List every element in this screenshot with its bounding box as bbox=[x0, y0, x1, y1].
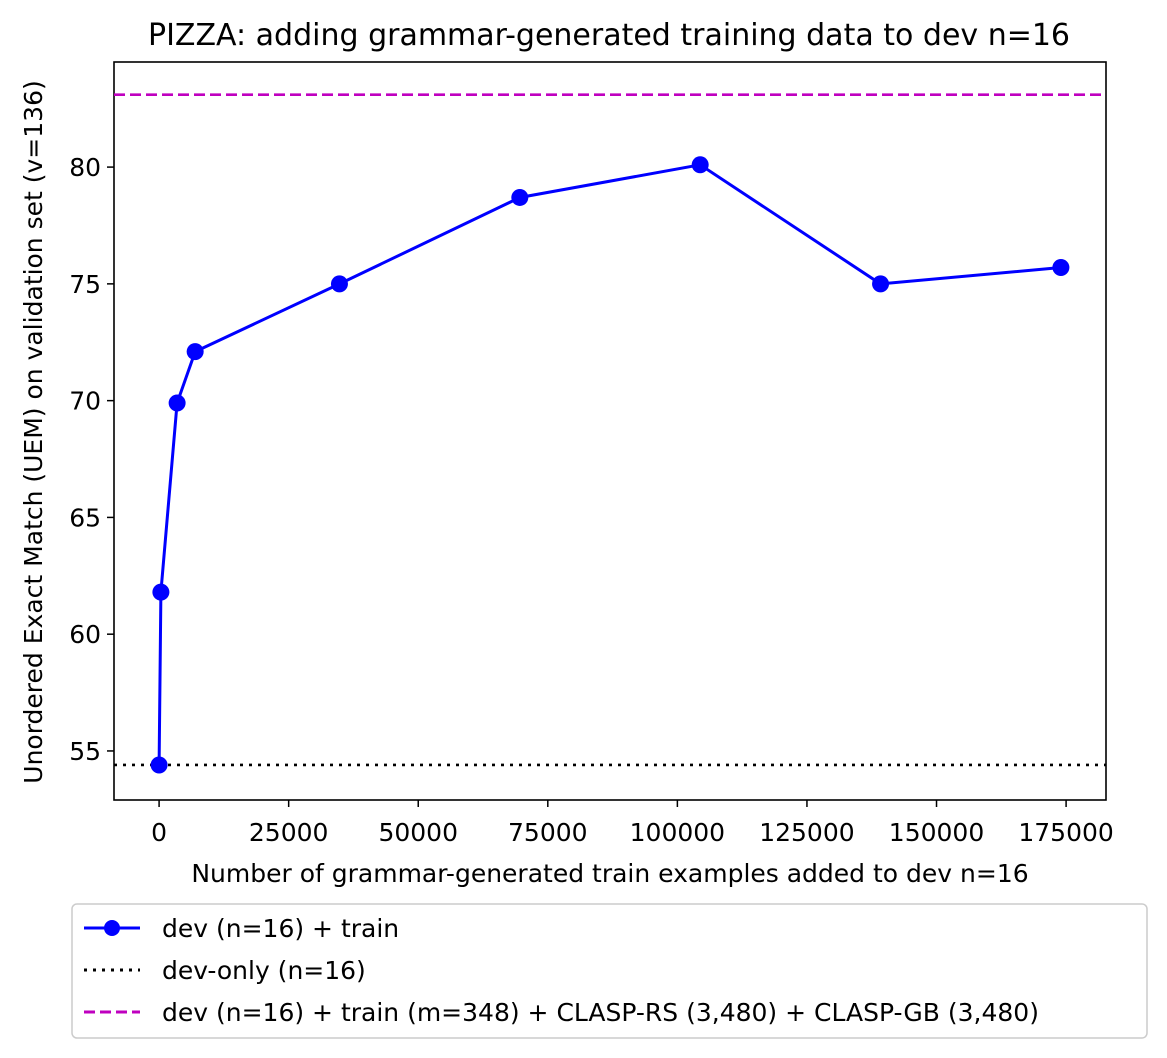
y-tick-label: 65 bbox=[69, 503, 101, 532]
x-axis-label: Number of grammar-generated train exampl… bbox=[191, 859, 1028, 888]
plot-frame bbox=[113, 61, 1107, 801]
data-point bbox=[872, 275, 890, 293]
legend: dev (n=16) + train dev-only (n=16) dev (… bbox=[71, 903, 1148, 1039]
y-tick-label: 75 bbox=[69, 270, 101, 299]
reference-lines bbox=[114, 93, 1106, 767]
y-axis-label: Unordered Exact Match (UEM) on validatio… bbox=[19, 80, 48, 783]
legend-swatch-main-marker bbox=[104, 920, 120, 936]
data-point bbox=[150, 756, 168, 774]
x-tick-label: 125000 bbox=[759, 818, 854, 847]
series-points-group bbox=[150, 156, 1070, 774]
x-tick-label: 150000 bbox=[889, 818, 984, 847]
y-tick-label: 80 bbox=[69, 153, 101, 182]
y-tick-label: 70 bbox=[69, 387, 101, 416]
x-tick-label: 100000 bbox=[630, 818, 725, 847]
data-point bbox=[186, 343, 204, 361]
y-tick-label: 60 bbox=[69, 620, 101, 649]
data-point bbox=[1052, 259, 1070, 277]
data-point bbox=[168, 394, 186, 412]
x-tick-label: 175000 bbox=[1018, 818, 1113, 847]
x-tick-label: 0 bbox=[151, 818, 167, 847]
legend-frame bbox=[71, 903, 1148, 1039]
y-tick-label: 55 bbox=[69, 737, 101, 766]
x-tick-label: 75000 bbox=[508, 818, 588, 847]
data-point bbox=[152, 583, 170, 601]
x-axis: 0 25000 50000 75000 100000 125000 150000 175000 bbox=[151, 800, 1114, 847]
data-point bbox=[511, 188, 529, 206]
data-point bbox=[330, 275, 348, 293]
y-axis: 55 60 65 70 75 80 bbox=[69, 153, 114, 766]
chart-title: PIZZA: adding grammar-generated training… bbox=[148, 18, 1070, 53]
x-tick-label: 25000 bbox=[249, 818, 329, 847]
legend-label-dev-only: dev-only (n=16) bbox=[162, 956, 366, 985]
legend-label-dev-train: dev (n=16) + train bbox=[162, 914, 399, 943]
x-tick-label: 50000 bbox=[378, 818, 458, 847]
plot-area bbox=[113, 61, 1107, 801]
data-point bbox=[691, 156, 709, 174]
legend-label-clasp: dev (n=16) + train (m=348) + CLASP-RS (3… bbox=[162, 998, 1039, 1027]
